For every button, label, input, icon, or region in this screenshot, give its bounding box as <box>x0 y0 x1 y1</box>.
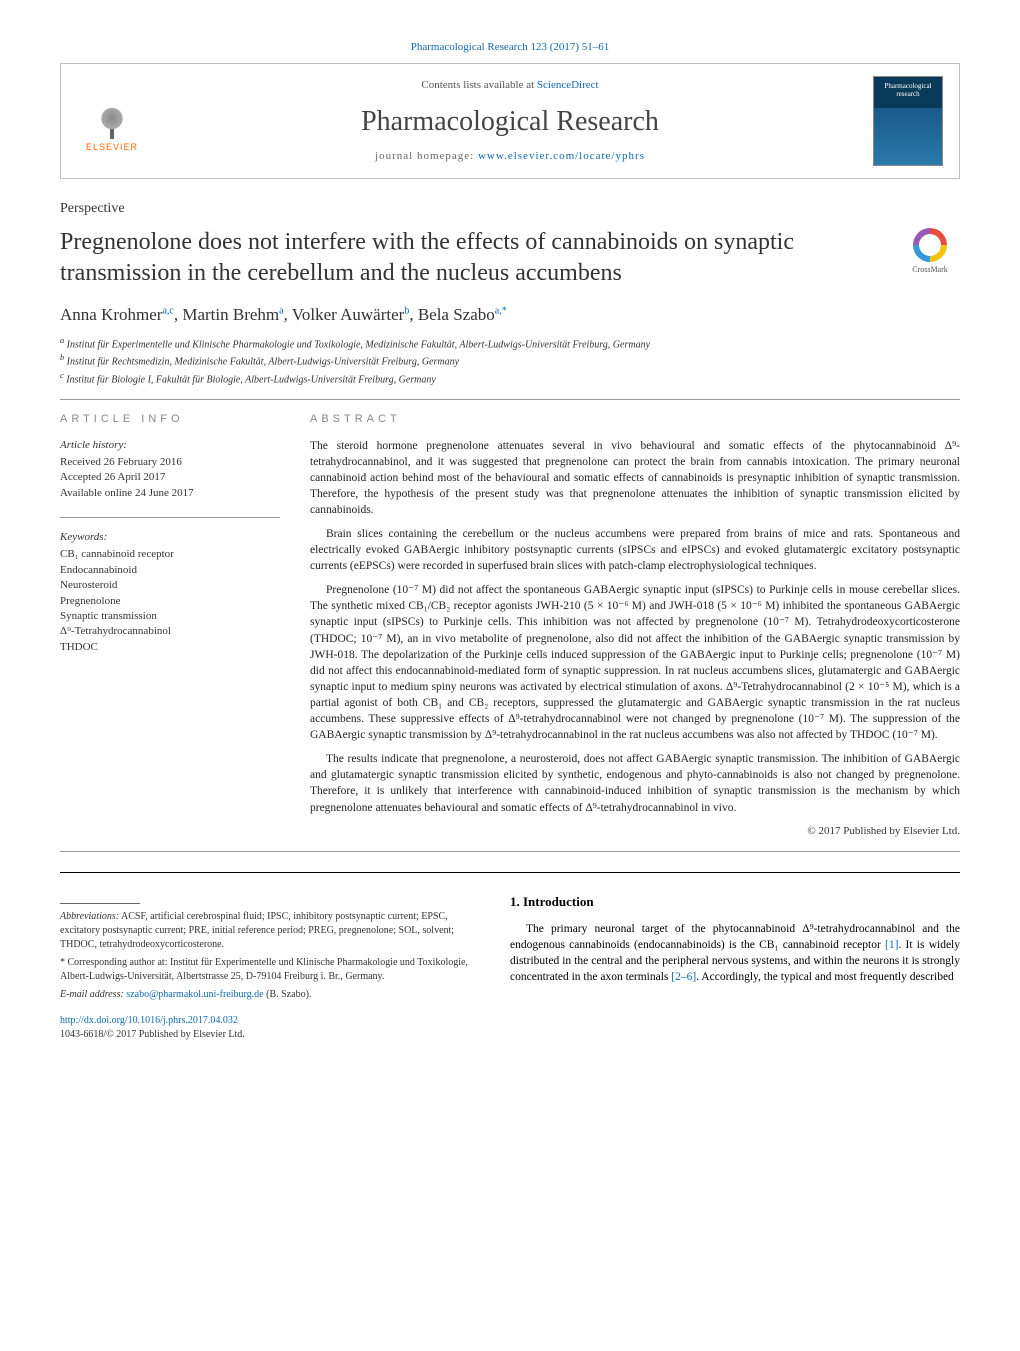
introduction-column: 1. Introduction The primary neuronal tar… <box>510 893 960 1042</box>
keyword-line: THDOC <box>60 640 280 655</box>
affiliation-line: b Institut für Rechtsmedizin, Medizinisc… <box>60 352 960 369</box>
article-info-label: ARTICLE INFO <box>60 412 280 427</box>
history-label: Article history: <box>60 438 280 453</box>
corresp-label: * Corresponding author at: <box>60 957 167 968</box>
footnote-rule <box>60 903 140 904</box>
article-info-column: ARTICLE INFO Article history: Received 2… <box>60 412 280 839</box>
history-line: Accepted 26 April 2017 <box>60 470 280 485</box>
intro-heading: 1. Introduction <box>510 893 960 911</box>
journal-reference: Pharmacological Research 123 (2017) 51–6… <box>60 40 960 55</box>
article-history: Article history: Received 26 February 20… <box>60 438 280 502</box>
homepage-link[interactable]: www.elsevier.com/locate/yphrs <box>478 150 645 162</box>
keyword-line: Pregnenolone <box>60 594 280 609</box>
journal-cover-thumbnail: Pharmacological research <box>873 76 943 166</box>
abstract-copyright: © 2017 Published by Elsevier Ltd. <box>310 824 960 839</box>
abstract-text: The steroid hormone pregnenolone attenua… <box>310 438 960 816</box>
divider <box>60 851 960 852</box>
header-center: Contents lists available at ScienceDirec… <box>147 78 873 164</box>
footnotes-column: Abbreviations: ACSF, artificial cerebros… <box>60 893 480 1042</box>
keyword-line: Δ⁹-Tetrahydrocannabinol <box>60 624 280 639</box>
abbrev-text: ACSF, artificial cerebrospinal fluid; IP… <box>60 911 454 950</box>
contents-line: Contents lists available at ScienceDirec… <box>147 78 873 93</box>
abstract-paragraph: Pregnenolone (10⁻⁷ M) did not affect the… <box>310 582 960 743</box>
article-title: Pregnenolone does not interfere with the… <box>60 227 880 289</box>
footnotes: Abbreviations: ACSF, artificial cerebros… <box>60 910 480 1002</box>
info-divider <box>60 517 280 518</box>
abbrev-label: Abbreviations: <box>60 911 119 922</box>
intro-paragraph: The primary neuronal target of the phyto… <box>510 921 960 985</box>
issn-copyright: 1043-6618/© 2017 Published by Elsevier L… <box>60 1028 480 1042</box>
email-suffix: (B. Szabo). <box>266 989 311 1000</box>
email-footnote: E-mail address: szabo@pharmakol.uni-frei… <box>60 988 480 1002</box>
abstract-paragraph: The steroid hormone pregnenolone attenua… <box>310 438 960 518</box>
keyword-line: Synaptic transmission <box>60 609 280 624</box>
contents-prefix: Contents lists available at <box>421 79 536 91</box>
doi-link[interactable]: http://dx.doi.org/10.1016/j.phrs.2017.04… <box>60 1015 238 1026</box>
cover-text-2: research <box>896 91 919 99</box>
crossmark-badge[interactable]: CrossMark <box>900 227 960 277</box>
affiliation-line: c Institut für Biologie I, Fakultät für … <box>60 370 960 387</box>
abbreviations-footnote: Abbreviations: ACSF, artificial cerebros… <box>60 910 480 952</box>
crossmark-icon <box>913 228 947 262</box>
journal-name: Pharmacological Research <box>147 102 873 141</box>
crossmark-label: CrossMark <box>912 264 948 275</box>
history-line: Received 26 February 2016 <box>60 455 280 470</box>
elsevier-logo: ELSEVIER <box>77 81 147 161</box>
affiliations: a Institut für Experimentelle und Klinis… <box>60 335 960 387</box>
keyword-line: CB₁ cannabinoid receptor <box>60 547 280 562</box>
abstract-paragraph: Brain slices containing the cerebellum o… <box>310 526 960 574</box>
email-link[interactable]: szabo@pharmakol.uni-freiburg.de <box>126 989 263 1000</box>
article-type: Perspective <box>60 199 960 219</box>
divider <box>60 399 960 400</box>
authors: Anna Krohmera,c, Martin Brehma, Volker A… <box>60 303 960 327</box>
keywords-label: Keywords: <box>60 530 280 545</box>
corresponding-author-footnote: * Corresponding author at: Institut für … <box>60 956 480 984</box>
email-label: E-mail address: <box>60 989 124 1000</box>
abstract-paragraph: The results indicate that pregnenolone, … <box>310 751 960 815</box>
elsevier-label: ELSEVIER <box>86 141 138 154</box>
keywords-block: Keywords: CB₁ cannabinoid receptorEndoca… <box>60 530 280 655</box>
history-line: Available online 24 June 2017 <box>60 486 280 501</box>
homepage-line: journal homepage: www.elsevier.com/locat… <box>147 149 873 164</box>
elsevier-tree-icon <box>87 89 137 139</box>
keyword-line: Neurosteroid <box>60 578 280 593</box>
homepage-prefix: journal homepage: <box>375 150 478 162</box>
doi-block: http://dx.doi.org/10.1016/j.phrs.2017.04… <box>60 1014 480 1042</box>
keyword-line: Endocannabinoid <box>60 563 280 578</box>
affiliation-line: a Institut für Experimentelle und Klinis… <box>60 335 960 352</box>
abstract-column: ABSTRACT The steroid hormone pregnenolon… <box>310 412 960 839</box>
sciencedirect-link[interactable]: ScienceDirect <box>537 79 599 91</box>
thick-divider <box>60 872 960 873</box>
intro-text: The primary neuronal target of the phyto… <box>510 921 960 985</box>
abstract-label: ABSTRACT <box>310 412 960 427</box>
journal-header: ELSEVIER Contents lists available at Sci… <box>60 63 960 179</box>
